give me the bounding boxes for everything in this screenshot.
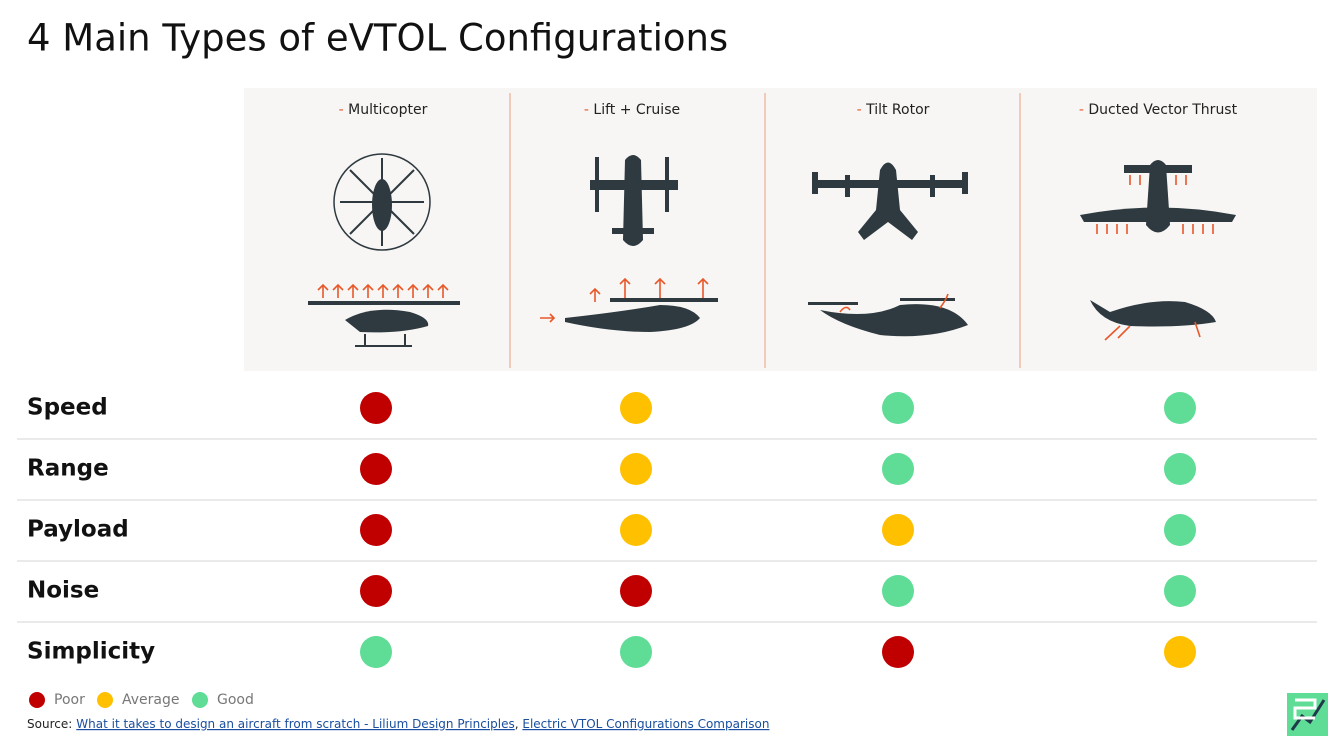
rating-dot: [620, 575, 652, 607]
rating-dot: [620, 453, 652, 485]
rating-dot: [360, 514, 392, 546]
column-header: - Ducted Vector Thrust: [1079, 102, 1238, 118]
column-name: Tilt Rotor: [865, 102, 930, 118]
rating-dot: [620, 636, 652, 668]
row-label: Noise: [27, 578, 99, 604]
lift-cruise-illustration: [540, 155, 718, 332]
legend-label: Average: [122, 692, 180, 708]
rating-dot: [620, 392, 652, 424]
multicopter-illustration: [308, 153, 460, 347]
legend-label: Good: [217, 692, 254, 708]
rating-dot: [882, 575, 914, 607]
title: 4 Main Types of eVTOL Configurations: [27, 17, 728, 60]
rating-dot: [882, 514, 914, 546]
legend-dot: [97, 692, 113, 708]
legend-dot: [192, 692, 208, 708]
rating-dot: [360, 453, 392, 485]
rating-dot: [882, 636, 914, 668]
row-label: Payload: [27, 517, 129, 543]
column-header: - Tilt Rotor: [857, 102, 930, 118]
rating-dot: [1164, 392, 1196, 424]
dividers: [509, 93, 1021, 368]
rating-dot: [1164, 514, 1196, 546]
ducted-vector-thrust-illustration: [1080, 160, 1236, 341]
row-label: Simplicity: [27, 639, 155, 665]
legend-dot: [29, 692, 45, 708]
rating-dot: [882, 392, 914, 424]
source-prefix: Source:: [27, 717, 72, 731]
rating-dot: [620, 514, 652, 546]
rating-dot: [360, 575, 392, 607]
rating-dot: [360, 392, 392, 424]
row-label: Speed: [27, 395, 108, 421]
column-header: - Multicopter: [339, 102, 428, 118]
row-label: Range: [27, 456, 109, 482]
rating-dot: [360, 636, 392, 668]
legend-label: Poor: [54, 692, 85, 708]
logo: [1287, 693, 1328, 736]
source-separator: ,: [515, 717, 523, 731]
column-name: Lift + Cruise: [593, 102, 680, 118]
column-header: - Lift + Cruise: [584, 102, 680, 118]
column-name: Multicopter: [348, 102, 427, 118]
source-link[interactable]: Electric VTOL Configurations Comparison: [522, 717, 769, 731]
tilt-rotor-illustration: [808, 162, 968, 337]
rating-dot: [1164, 636, 1196, 668]
column-name: Ducted Vector Thrust: [1088, 102, 1237, 118]
rating-dot: [882, 453, 914, 485]
source-link[interactable]: What it takes to design an aircraft from…: [76, 717, 514, 731]
source: Source: What it takes to design an aircra…: [27, 717, 769, 731]
rating-dot: [1164, 453, 1196, 485]
rating-dot: [1164, 575, 1196, 607]
